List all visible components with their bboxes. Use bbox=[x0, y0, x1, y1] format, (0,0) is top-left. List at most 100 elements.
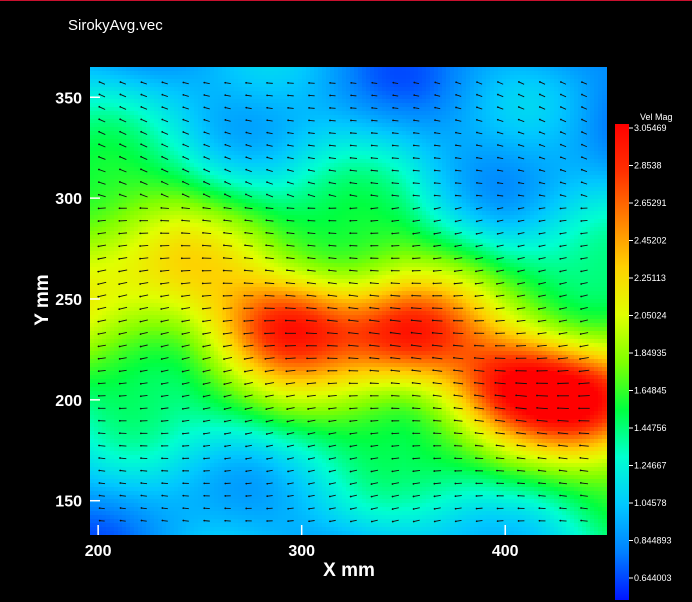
field-cell bbox=[114, 367, 119, 372]
field-cell bbox=[226, 459, 231, 464]
field-cell bbox=[102, 435, 107, 440]
field-cell bbox=[222, 247, 227, 252]
field-cell bbox=[190, 459, 195, 464]
field-cell bbox=[102, 147, 107, 152]
field-cell bbox=[122, 179, 127, 184]
field-cell bbox=[134, 71, 139, 76]
field-cell bbox=[162, 427, 167, 432]
field-cell bbox=[210, 303, 215, 308]
field-cell bbox=[114, 263, 119, 268]
field-cell bbox=[194, 311, 199, 316]
field-cell bbox=[102, 383, 107, 388]
field-cell bbox=[162, 339, 167, 344]
field-cell bbox=[122, 151, 127, 156]
field-cell bbox=[206, 135, 211, 140]
field-cell bbox=[118, 331, 123, 336]
field-cell bbox=[114, 391, 119, 396]
field-cell bbox=[130, 307, 135, 312]
field-cell bbox=[158, 199, 163, 204]
field-cell bbox=[182, 531, 187, 535]
field-cell bbox=[254, 191, 259, 196]
field-cell bbox=[202, 327, 207, 332]
field-cell bbox=[174, 267, 179, 272]
field-cell bbox=[234, 331, 239, 336]
field-cell bbox=[250, 475, 255, 480]
field-cell bbox=[150, 183, 155, 188]
field-cell bbox=[246, 275, 251, 280]
field-cell bbox=[222, 259, 227, 264]
field-cell bbox=[142, 75, 147, 80]
field-cell bbox=[90, 299, 95, 304]
field-cell bbox=[234, 467, 239, 472]
field-cell bbox=[102, 471, 107, 476]
field-cell bbox=[110, 243, 115, 248]
field-cell bbox=[182, 415, 187, 420]
field-cell bbox=[134, 303, 139, 308]
field-cell bbox=[182, 207, 187, 212]
field-cell bbox=[118, 463, 123, 468]
field-cell bbox=[238, 135, 243, 140]
field-cell bbox=[122, 167, 127, 172]
field-cell bbox=[150, 227, 155, 232]
field-cell bbox=[158, 531, 163, 535]
field-cell bbox=[202, 187, 207, 192]
field-cell bbox=[254, 91, 259, 96]
field-cell bbox=[230, 219, 235, 224]
field-cell bbox=[174, 263, 179, 268]
field-cell bbox=[102, 311, 107, 316]
field-cell bbox=[206, 323, 211, 328]
field-cell bbox=[110, 203, 115, 208]
field-cell bbox=[90, 251, 95, 256]
field-cell bbox=[254, 415, 259, 420]
field-cell bbox=[238, 91, 243, 96]
field-cell bbox=[246, 155, 251, 160]
field-cell bbox=[246, 71, 251, 76]
field-cell bbox=[90, 211, 95, 216]
field-cell bbox=[146, 355, 151, 360]
field-cell bbox=[178, 379, 183, 384]
field-cell bbox=[234, 135, 239, 140]
field-cell bbox=[162, 191, 167, 196]
field-cell bbox=[186, 503, 191, 508]
field-cell bbox=[182, 203, 187, 208]
field-cell bbox=[174, 523, 179, 528]
field-cell bbox=[214, 275, 219, 280]
field-cell bbox=[90, 187, 95, 192]
field-cell bbox=[234, 111, 239, 116]
field-cell bbox=[214, 475, 219, 480]
field-cell bbox=[98, 503, 103, 508]
field-cell bbox=[190, 499, 195, 504]
field-cell bbox=[178, 399, 183, 404]
field-cell bbox=[114, 515, 119, 520]
field-cell bbox=[222, 87, 227, 92]
field-cell bbox=[134, 275, 139, 280]
field-cell bbox=[158, 443, 163, 448]
field-cell bbox=[146, 135, 151, 140]
field-cell bbox=[110, 211, 115, 216]
field-cell bbox=[134, 175, 139, 180]
field-cell bbox=[126, 183, 131, 188]
field-cell bbox=[138, 99, 143, 104]
field-cell bbox=[110, 375, 115, 380]
field-cell bbox=[186, 455, 191, 460]
field-cell bbox=[94, 175, 99, 180]
field-cell bbox=[134, 127, 139, 132]
field-cell bbox=[142, 271, 147, 276]
field-cell bbox=[246, 255, 251, 260]
field-cell bbox=[146, 211, 151, 216]
field-cell bbox=[226, 471, 231, 476]
field-cell bbox=[214, 79, 219, 84]
field-cell bbox=[254, 259, 259, 264]
field-cell bbox=[130, 327, 135, 332]
field-cell bbox=[110, 147, 115, 152]
field-cell bbox=[186, 303, 191, 308]
field-cell bbox=[158, 299, 163, 304]
field-cell bbox=[142, 183, 147, 188]
field-cell bbox=[154, 199, 159, 204]
field-cell bbox=[138, 323, 143, 328]
field-cell bbox=[126, 507, 131, 512]
field-cell bbox=[134, 263, 139, 268]
field-cell bbox=[174, 307, 179, 312]
field-cell bbox=[242, 407, 247, 412]
field-cell bbox=[134, 171, 139, 176]
